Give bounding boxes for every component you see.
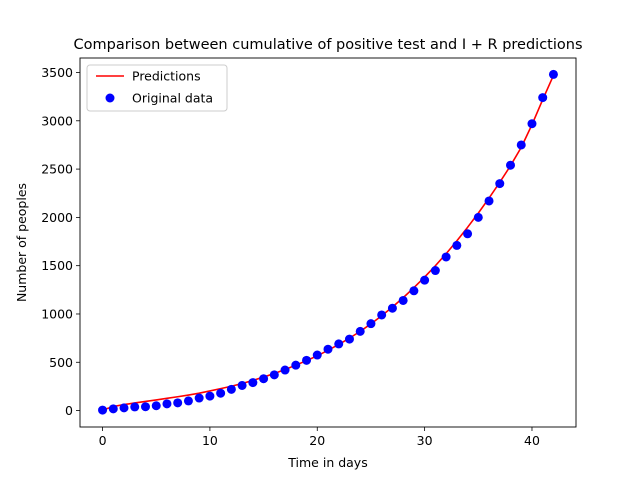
original-data-point (312, 350, 322, 360)
original-data-point (441, 252, 451, 262)
original-data-point (119, 403, 129, 413)
axes-frame (79, 57, 577, 428)
original-data-point (323, 344, 333, 354)
y-tick-label: 2000 (41, 210, 73, 225)
x-tick-label: 20 (309, 433, 325, 448)
original-data-point (291, 360, 301, 370)
original-data-series (98, 69, 558, 415)
original-data-point (162, 399, 172, 409)
y-tick-label: 1000 (41, 306, 73, 321)
original-data-point (495, 179, 505, 189)
original-data-point (548, 69, 558, 79)
x-tick-label: 30 (417, 433, 433, 448)
original-data-point (366, 319, 376, 329)
y-tick-label: 3000 (41, 113, 73, 128)
x-tick-label: 0 (99, 433, 107, 448)
original-data-point (237, 380, 247, 390)
original-data-point (130, 402, 140, 412)
original-data-point (344, 334, 354, 344)
original-data-point (248, 378, 258, 388)
y-tick-label: 2500 (41, 162, 73, 177)
y-tick-label: 500 (49, 355, 73, 370)
original-data-point (108, 404, 118, 414)
original-data-point (194, 393, 204, 403)
y-axis-label: Number of peoples (14, 183, 29, 302)
chart-title: Comparison between cumulative of positiv… (74, 37, 583, 53)
x-axis-label: Time in days (287, 455, 367, 470)
original-data-point (420, 275, 430, 285)
x-axis-ticks: 0 10 20 30 40 (99, 427, 540, 448)
legend-original-data-swatch (105, 93, 115, 103)
original-data-point (409, 286, 419, 296)
original-data-point (173, 398, 183, 408)
original-data-point (538, 93, 548, 103)
legend-original-data-label: Original data (132, 91, 213, 106)
original-data-point (452, 240, 462, 250)
x-tick-label: 40 (524, 433, 540, 448)
original-data-point (377, 310, 387, 320)
original-data-point (216, 388, 226, 398)
original-data-point (205, 391, 215, 401)
original-data-point (527, 119, 537, 129)
legend-predictions-label: Predictions (132, 69, 201, 84)
original-data-point (473, 212, 483, 222)
y-tick-label: 0 (65, 403, 73, 418)
original-data-point (398, 295, 408, 305)
y-tick-label: 1500 (41, 258, 73, 273)
original-data-point (430, 266, 440, 276)
original-data-point (387, 303, 397, 313)
original-data-point (259, 374, 269, 384)
original-data-point (98, 405, 108, 415)
original-data-point (226, 384, 236, 394)
original-data-point (302, 355, 312, 365)
original-data-point (280, 365, 290, 375)
original-data-point (269, 370, 279, 380)
original-data-point (484, 196, 494, 206)
original-data-point (516, 140, 526, 150)
original-data-point (334, 339, 344, 349)
original-data-point (463, 229, 473, 239)
x-tick-label: 10 (202, 433, 218, 448)
original-data-point (151, 401, 161, 411)
y-tick-label: 3500 (41, 65, 73, 80)
original-data-point (140, 402, 150, 412)
y-axis-ticks: 0 500 1000 1500 2000 2500 3000 3500 (41, 65, 80, 418)
original-data-point (183, 396, 193, 406)
original-data-point (355, 326, 365, 336)
original-data-point (506, 160, 516, 170)
legend: Predictions Original data (86, 64, 228, 112)
